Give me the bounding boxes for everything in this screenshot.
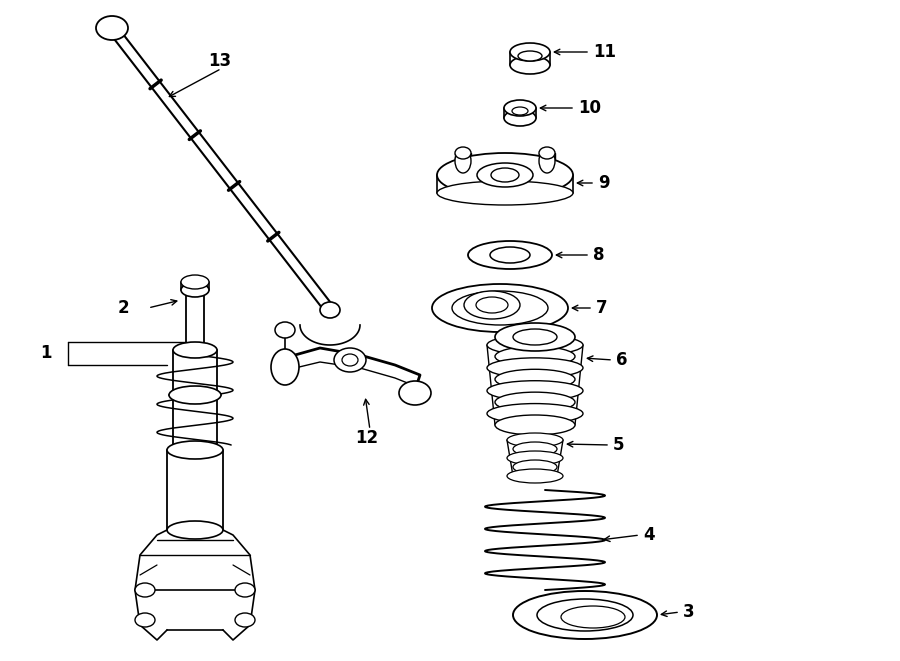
Ellipse shape — [167, 521, 223, 539]
Text: 5: 5 — [613, 436, 625, 454]
Ellipse shape — [437, 153, 573, 197]
Ellipse shape — [275, 322, 295, 338]
Text: 4: 4 — [643, 526, 654, 544]
Ellipse shape — [477, 163, 533, 187]
Text: 10: 10 — [578, 99, 601, 117]
Ellipse shape — [495, 392, 575, 412]
Ellipse shape — [507, 433, 563, 447]
Ellipse shape — [181, 283, 209, 297]
Ellipse shape — [512, 107, 528, 115]
Ellipse shape — [167, 441, 223, 459]
Ellipse shape — [464, 291, 520, 319]
Text: 8: 8 — [593, 246, 605, 264]
Ellipse shape — [476, 297, 508, 313]
Ellipse shape — [169, 386, 221, 404]
Ellipse shape — [539, 147, 555, 159]
Text: 2: 2 — [118, 299, 130, 317]
Ellipse shape — [437, 181, 573, 205]
Ellipse shape — [487, 381, 583, 401]
Ellipse shape — [510, 56, 550, 74]
Ellipse shape — [561, 606, 625, 628]
Ellipse shape — [513, 442, 557, 456]
Ellipse shape — [334, 348, 366, 372]
Ellipse shape — [495, 415, 575, 435]
Ellipse shape — [135, 583, 155, 597]
Ellipse shape — [510, 43, 550, 61]
Ellipse shape — [342, 354, 358, 366]
Ellipse shape — [181, 275, 209, 289]
Ellipse shape — [495, 346, 575, 366]
Ellipse shape — [537, 599, 633, 631]
Polygon shape — [285, 348, 420, 395]
Ellipse shape — [235, 613, 255, 627]
Ellipse shape — [173, 342, 217, 358]
Ellipse shape — [487, 404, 583, 424]
Ellipse shape — [271, 349, 299, 385]
Ellipse shape — [504, 100, 536, 116]
Ellipse shape — [507, 451, 563, 465]
Ellipse shape — [507, 469, 563, 483]
Ellipse shape — [455, 147, 471, 159]
Ellipse shape — [490, 247, 530, 263]
Ellipse shape — [235, 583, 255, 597]
Ellipse shape — [452, 291, 548, 325]
Ellipse shape — [320, 302, 340, 318]
Ellipse shape — [491, 168, 519, 182]
Text: 1: 1 — [40, 344, 51, 362]
Ellipse shape — [432, 284, 568, 332]
Text: 7: 7 — [596, 299, 608, 317]
Ellipse shape — [487, 358, 583, 378]
Text: 3: 3 — [683, 603, 695, 621]
Ellipse shape — [513, 329, 557, 345]
Ellipse shape — [468, 241, 552, 269]
Text: 6: 6 — [616, 351, 627, 369]
Ellipse shape — [495, 323, 575, 351]
Text: 13: 13 — [209, 52, 231, 69]
Text: 11: 11 — [593, 43, 616, 61]
Ellipse shape — [513, 591, 657, 639]
Ellipse shape — [513, 460, 557, 474]
Ellipse shape — [487, 335, 583, 355]
Ellipse shape — [504, 110, 536, 126]
Ellipse shape — [539, 149, 555, 173]
Ellipse shape — [135, 613, 155, 627]
Ellipse shape — [399, 381, 431, 405]
Ellipse shape — [518, 51, 542, 61]
Ellipse shape — [96, 16, 128, 40]
Text: 12: 12 — [355, 429, 378, 447]
Ellipse shape — [495, 369, 575, 389]
Ellipse shape — [455, 149, 471, 173]
Text: 9: 9 — [598, 174, 609, 192]
